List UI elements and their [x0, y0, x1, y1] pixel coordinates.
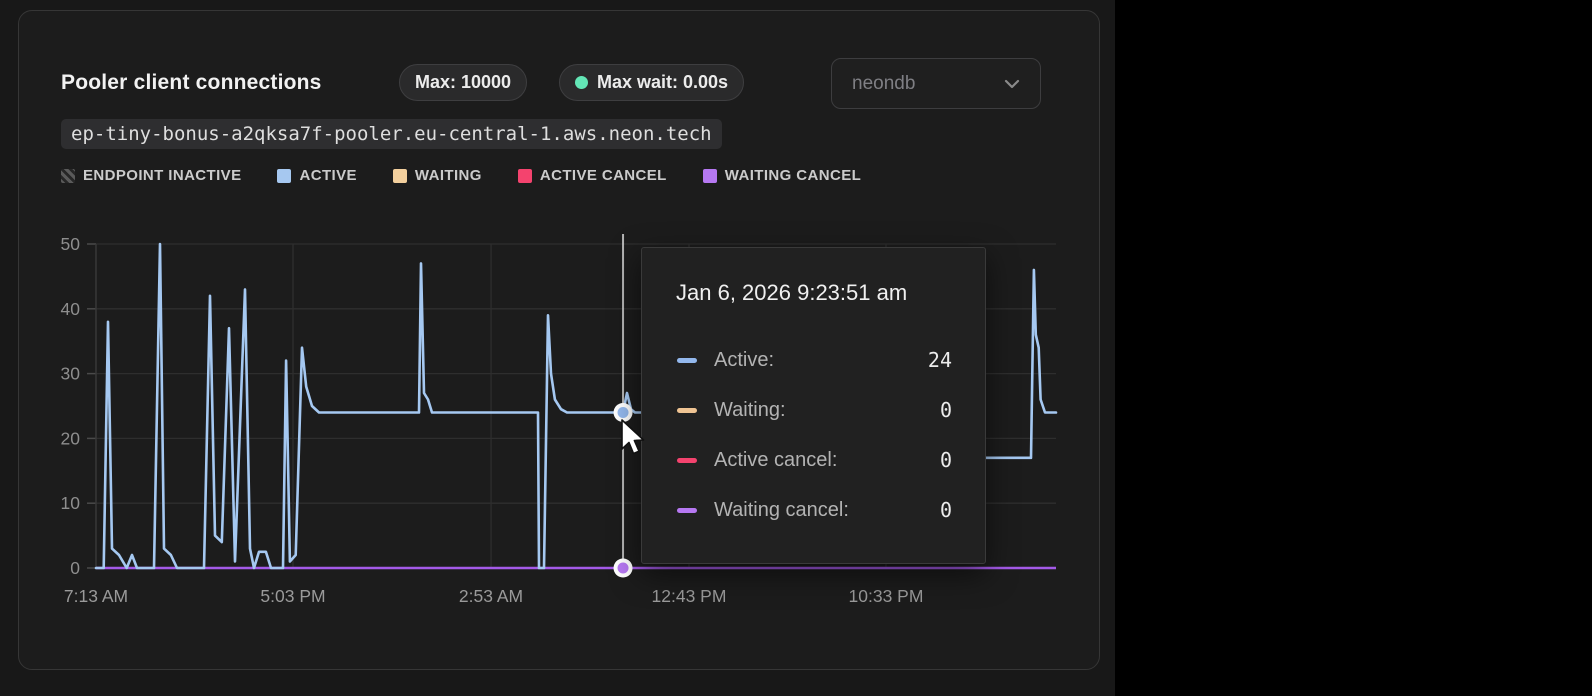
database-select-value: neondb	[852, 72, 916, 94]
tooltip-rows: Active: 24 Waiting: 0 Active cancel: 0 Waiting…	[642, 335, 985, 535]
series-dash-icon	[677, 407, 697, 413]
tooltip-series-label: Waiting cancel:	[714, 498, 849, 521]
y-axis-label: 20	[61, 428, 81, 448]
legend-item-active[interactable]: ACTIVE	[277, 167, 356, 184]
y-axis-label: 50	[61, 234, 81, 254]
mouse-cursor-icon	[621, 419, 645, 455]
legend-label: WAITING CANCEL	[724, 167, 862, 184]
legend-item-waiting-cancel[interactable]: WAITING CANCEL	[702, 167, 862, 184]
page-background: Pooler client connections Max: 10000 Max…	[0, 0, 1115, 696]
x-axis-label: 12:43 PM	[652, 586, 727, 606]
max-connections-label: Max: 10000	[415, 72, 512, 92]
x-axis-label: 5:03 PM	[260, 586, 325, 606]
tooltip-series-label: Active:	[714, 348, 775, 371]
x-axis-label: 10:33 PM	[849, 586, 924, 606]
legend-item-endpoint-inactive[interactable]: ENDPOINT INACTIVE	[61, 167, 241, 184]
legend-swatch-icon	[277, 168, 292, 183]
legend-swatch-icon	[702, 168, 717, 183]
tooltip-row: Active cancel: 0	[642, 435, 985, 485]
legend-label: ACTIVE	[299, 167, 357, 184]
chevron-down-icon	[1004, 79, 1020, 88]
y-axis-label: 30	[61, 364, 81, 384]
tooltip-series-value: 0	[939, 398, 952, 422]
tooltip-row: Waiting: 0	[642, 385, 985, 435]
tooltip-row: Waiting cancel: 0	[642, 485, 985, 535]
legend-swatch-icon	[61, 168, 75, 183]
legend-swatch-icon	[517, 168, 532, 183]
chart-tooltip: Jan 6, 2026 9:23:51 am Active: 24 Waiting:…	[641, 247, 986, 564]
legend-item-active-cancel[interactable]: ACTIVE CANCEL	[517, 167, 667, 184]
database-select[interactable]: neondb	[831, 58, 1041, 109]
legend-label: ACTIVE CANCEL	[539, 167, 667, 184]
x-axis-label: 2:53 AM	[459, 586, 523, 606]
tooltip-series-value: 24	[927, 348, 952, 372]
endpoint-hostname[interactable]: ep-tiny-bonus-a2qksa7f-pooler.eu-central…	[61, 119, 722, 149]
card-title: Pooler client connections	[61, 71, 322, 94]
crosshair-dot	[617, 562, 629, 574]
active-line	[94, 242, 1058, 570]
crosshair-dot	[617, 406, 629, 418]
max-connections-badge: Max: 10000	[399, 64, 528, 101]
y-axis-label: 10	[61, 493, 81, 513]
x-axis-label: 7:13 AM	[64, 586, 128, 606]
legend-label: ENDPOINT INACTIVE	[83, 167, 242, 184]
chart-legend: ENDPOINT INACTIVE ACTIVE WAITING ACTIVE CAN…	[61, 167, 861, 184]
tooltip-series-value: 0	[939, 448, 952, 472]
legend-label: WAITING	[414, 167, 482, 184]
max-wait-label: Max wait: 0.00s	[597, 72, 729, 92]
y-axis-label: 40	[61, 299, 81, 319]
tooltip-series-value: 0	[939, 498, 952, 522]
series-dash-icon	[677, 357, 697, 363]
tooltip-series-label: Waiting:	[714, 398, 786, 421]
tooltip-series-label: Active cancel:	[714, 448, 838, 471]
max-wait-badge: Max wait: 0.00s	[559, 64, 745, 101]
series-dash-icon	[677, 507, 697, 513]
series-dash-icon	[677, 457, 697, 463]
pooler-connections-card: Pooler client connections Max: 10000 Max…	[18, 10, 1100, 670]
tooltip-timestamp: Jan 6, 2026 9:23:51 am	[676, 280, 908, 305]
legend-swatch-icon	[392, 168, 407, 183]
y-axis-label: 0	[70, 558, 80, 578]
legend-item-waiting[interactable]: WAITING	[392, 167, 482, 184]
status-dot-icon	[575, 76, 588, 89]
tooltip-row: Active: 24	[642, 335, 985, 385]
